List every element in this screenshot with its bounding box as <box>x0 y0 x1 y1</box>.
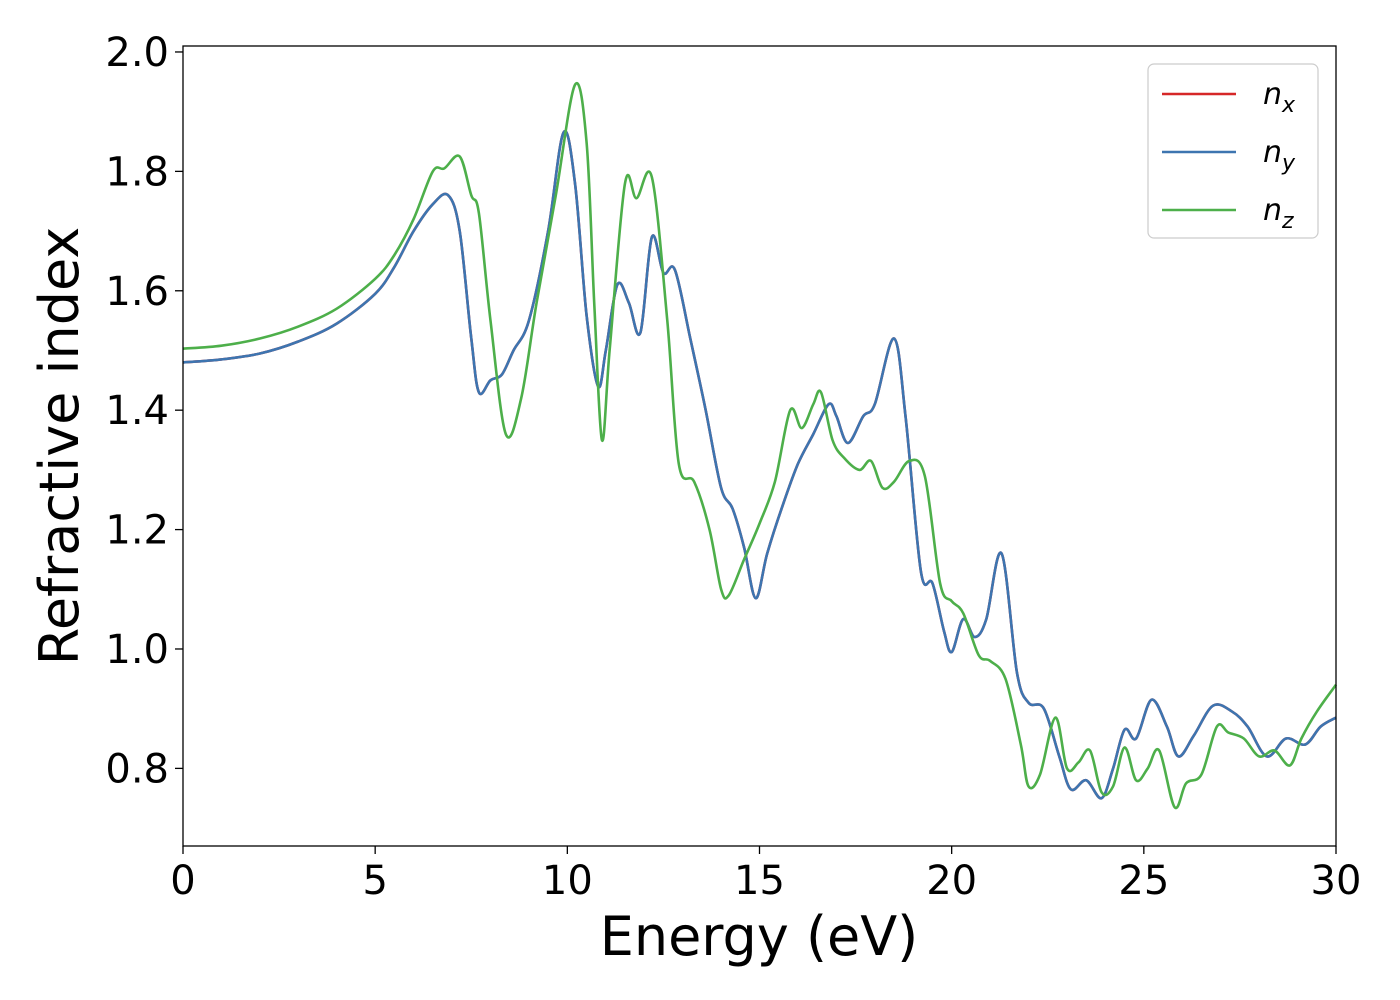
x-tick-label: 0 <box>170 858 195 904</box>
x-tick-label: 5 <box>362 858 387 904</box>
y-tick-label: 1.4 <box>105 388 169 434</box>
series-line-nz <box>182 81 1338 810</box>
x-tick-label: 15 <box>734 858 785 904</box>
y-tick-label: 1.0 <box>105 627 169 673</box>
x-tick-label: 30 <box>1311 858 1362 904</box>
legend-label-nx: nx <box>1263 77 1296 118</box>
series-layer <box>182 81 1338 810</box>
y-tick-label: 1.2 <box>105 508 169 554</box>
x-axis-ticks: 0 5 10 15 20 25 30 <box>170 846 1361 904</box>
legend-label-ny: ny <box>1263 135 1296 176</box>
legend-label-nz: nz <box>1263 193 1294 234</box>
x-tick-label: 25 <box>1118 858 1169 904</box>
legend: nx ny nz <box>1147 63 1319 239</box>
x-axis-title: Energy (eV) <box>600 905 919 968</box>
y-axis-title: Refractive index <box>28 227 91 666</box>
y-tick-label: 2.0 <box>105 30 169 76</box>
x-tick-label: 10 <box>542 858 593 904</box>
y-tick-label: 1.8 <box>105 149 169 195</box>
y-axis-ticks: 0.8 1.0 1.2 1.4 1.6 1.8 2.0 <box>105 30 183 792</box>
plot-background <box>183 46 1336 846</box>
x-tick-label: 20 <box>926 858 977 904</box>
y-tick-label: 1.6 <box>105 269 169 315</box>
series-line-ny <box>182 129 1337 800</box>
y-tick-label: 0.8 <box>105 746 169 792</box>
